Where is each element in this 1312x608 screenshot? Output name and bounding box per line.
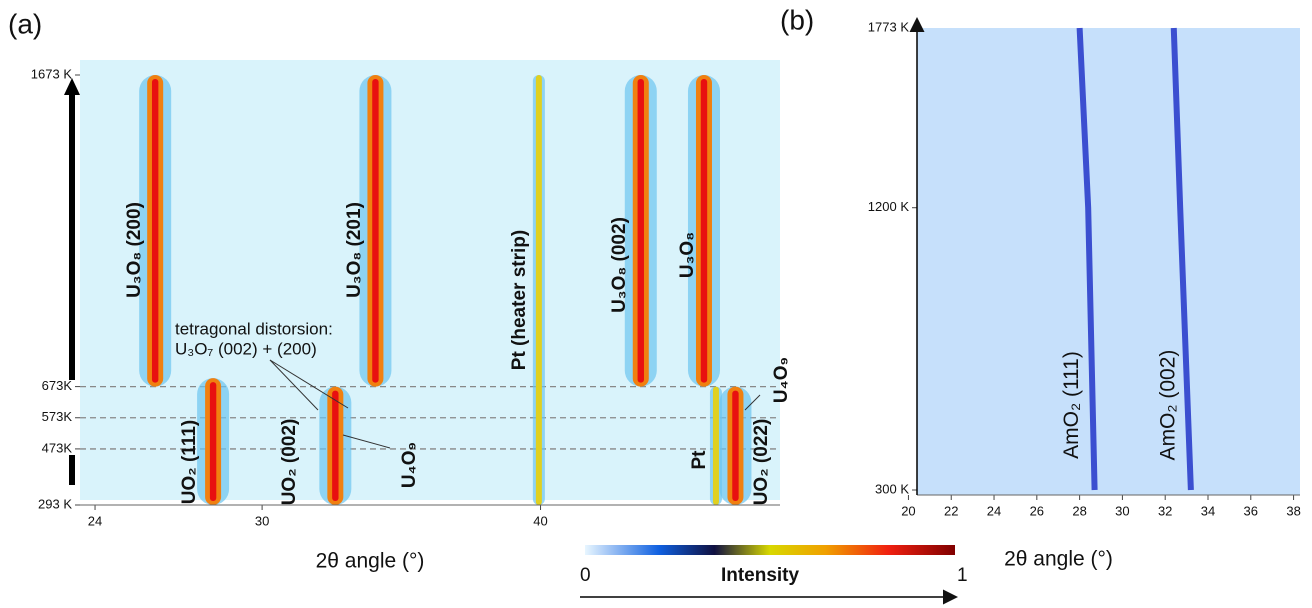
pointer — [342, 434, 391, 449]
trace-core — [637, 79, 644, 383]
peak-label: U₃O₈ (201) — [344, 202, 365, 298]
trace-core — [372, 79, 379, 383]
pointer — [744, 394, 761, 411]
x-tick-label: 26 — [1030, 503, 1044, 518]
pointer — [269, 359, 319, 411]
pointer — [269, 359, 349, 409]
peak-label: U₃O₈ (200) — [124, 202, 145, 298]
y-tick-label: 300 K — [875, 481, 909, 496]
y-tick-label: 1673 K — [31, 66, 73, 81]
panel-label: (b) — [780, 4, 814, 35]
colorbar-min: 0 — [580, 565, 591, 586]
x-tick-label: 30 — [1115, 503, 1129, 518]
x-tick-label: 34 — [1201, 503, 1215, 518]
trace-core — [700, 79, 708, 383]
annotation: U₃O₇ (002) + (200) — [175, 339, 317, 358]
x-axis-label: 2θ angle (°) — [316, 550, 425, 573]
trace-core — [151, 79, 159, 383]
annotation: U₄O₉ — [771, 357, 792, 403]
plot-area-b — [917, 28, 1300, 495]
x-tick-label: 28 — [1072, 503, 1086, 518]
x-tick-label: 32 — [1158, 503, 1172, 518]
x-tick-label: 38 — [1286, 503, 1300, 518]
x-axis-label: 2θ angle (°) — [1004, 548, 1113, 571]
colorbar-label: Intensity — [721, 565, 800, 586]
peak-label: Pt — [689, 450, 710, 470]
colorbar-max: 1 — [957, 565, 968, 586]
colorbar — [585, 545, 955, 555]
peak-label: Pt (heater strip) — [509, 230, 530, 370]
line — [1170, 27, 1194, 491]
trace — [712, 386, 719, 505]
trace-core — [209, 382, 217, 501]
y-tick-label: 1773 K — [868, 19, 910, 34]
x-tick-label: 40 — [533, 513, 547, 528]
trace-core — [332, 390, 339, 501]
annotation: tetragonal distorsion: — [175, 319, 333, 338]
y-tick-label: 673K — [42, 378, 73, 393]
x-tick-label: 22 — [944, 503, 958, 518]
arrow-head — [64, 78, 80, 95]
peak-label: U₃O₈ — [677, 232, 698, 278]
peak-label: UO₂ (022) — [751, 419, 772, 506]
series-label: AmO₂ (111) — [1060, 351, 1083, 459]
y-tick-label: 293 K — [38, 496, 72, 511]
x-tick-label: 24 — [88, 513, 102, 528]
trace-core — [732, 390, 739, 501]
y-tick-label: 573K — [42, 409, 73, 424]
peak-label: U₃O₈ (002) — [609, 217, 630, 313]
annotation: U₄O₉ — [399, 442, 420, 488]
peak-label: UO₂ (111) — [179, 420, 200, 504]
series-label: AmO₂ (002) — [1156, 350, 1179, 461]
y-tick-label: 1200 K — [868, 199, 910, 214]
trace — [535, 75, 542, 505]
peak-label: UO₂ (002) — [279, 419, 300, 506]
y-tick-label: 473K — [42, 440, 73, 455]
line — [1076, 27, 1098, 491]
panel-label: (a) — [8, 8, 42, 39]
x-tick-label: 24 — [987, 503, 1001, 518]
x-tick-label: 20 — [901, 503, 915, 518]
x-tick-label: 30 — [255, 513, 269, 528]
plot-area-a — [80, 60, 780, 500]
x-tick-label: 36 — [1244, 503, 1258, 518]
